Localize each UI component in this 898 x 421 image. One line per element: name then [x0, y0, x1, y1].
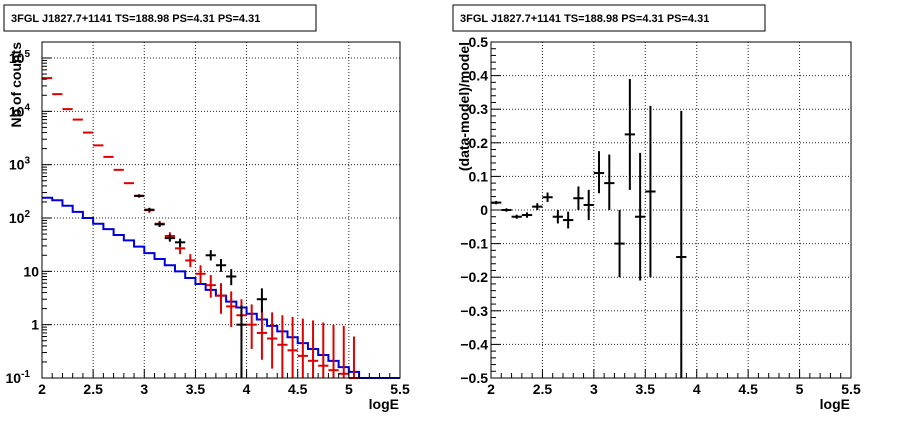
counts-chart-y-label: Nb of counts	[8, 42, 24, 128]
residuals-chart-y-tick-label: 0.4	[469, 68, 489, 84]
residuals-chart-y-tick-label: 0.5	[469, 34, 489, 50]
residuals-chart-y-tick-label: −0.5	[460, 370, 488, 386]
residual-point	[645, 105, 656, 278]
residuals-chart-y-tick-label: 0.1	[469, 168, 489, 184]
data-point	[226, 269, 237, 286]
counts-chart-y-tick-label: 102	[9, 209, 31, 226]
residuals-chart-y-tick-label: 0	[480, 202, 488, 218]
residual-point	[511, 214, 522, 219]
counts-chart-grid	[42, 42, 400, 378]
counts-chart-y-tick-label: 10-1	[6, 369, 31, 386]
counts-chart-x-tick-label: 4.5	[288, 381, 308, 397]
data-point	[205, 250, 216, 261]
residuals-chart-x-tick-label: 4.5	[738, 381, 758, 397]
residuals-chart-y-tick-label: 0.2	[469, 135, 489, 151]
model-point	[205, 275, 216, 298]
model-point	[267, 312, 278, 369]
counts-chart-y-ticks: 10-1 1 10 102 103 104 105	[6, 49, 52, 386]
model-point	[256, 308, 268, 360]
counts-chart-x-ticks: 2 2.5 3 3.5 4 4.5 5 5.5	[38, 369, 410, 397]
residuals-chart-x-label: logE	[820, 396, 850, 412]
counts-chart-y-tick-label: 105	[9, 49, 31, 66]
residuals-chart-x-tick-label: 3.5	[636, 381, 656, 397]
model-point	[185, 254, 196, 268]
data-point	[144, 207, 155, 212]
residual-point	[552, 210, 563, 224]
residual-point	[532, 203, 543, 210]
counts-chart-x-tick-label: 2	[38, 381, 46, 397]
counts-chart-x-tick-label: 5	[345, 381, 353, 397]
model-point	[318, 322, 329, 378]
counts-chart-x-tick-label: 5.5	[390, 381, 410, 397]
residuals-chart-x-tick-label: 4	[693, 381, 701, 397]
residuals-chart-y-tick-label: −0.2	[460, 269, 488, 285]
residuals-chart-y-label: (data-model)/model	[456, 42, 472, 171]
residuals-chart-x-tick-label: 3	[590, 381, 598, 397]
residuals-chart-y-tick-label: −0.3	[460, 303, 488, 319]
residual-point	[635, 152, 646, 281]
residuals-chart-x-tick-label: 5	[796, 381, 804, 397]
counts-chart-y-tick-label: 10	[23, 263, 39, 279]
counts-chart-title: 3FGL J1827.7+1141 TS=188.98 PS=4.31 PS=4…	[11, 13, 260, 25]
residuals-chart-x-tick-label: 2.5	[533, 381, 553, 397]
residual-point	[521, 212, 533, 218]
residual-point	[583, 189, 594, 221]
residual-point	[676, 110, 687, 378]
residuals-chart-x-ticks: 2 2.5 3 3.5 4 4.5 5 5.5	[487, 369, 861, 397]
counts-chart-x-label: logE	[369, 396, 399, 412]
counts-chart-y-tick-label: 104	[9, 102, 31, 119]
data-point	[236, 305, 247, 378]
counts-chart-x-tick-label: 3	[140, 381, 148, 397]
residuals-chart-y-tick-label: −0.1	[460, 236, 488, 252]
residual-point	[593, 151, 605, 194]
model-point	[338, 325, 349, 378]
model-point	[297, 318, 308, 378]
counts-chart-y-tick-label: 1	[31, 317, 39, 333]
model-point	[328, 324, 339, 378]
model-point	[226, 291, 237, 328]
counts-chart-title-box	[3, 4, 317, 32]
data-point	[164, 234, 175, 242]
residual-point	[501, 208, 512, 212]
counts-chart-series	[42, 77, 400, 379]
residual-point	[491, 200, 502, 205]
residual-point	[604, 154, 615, 210]
model-point	[277, 315, 288, 378]
residual-point	[624, 78, 635, 190]
counts-chart-panel: 3FGL J1827.7+1141 TS=188.98 PS=4.31 PS=4…	[3, 4, 410, 412]
data-point	[256, 288, 268, 313]
residual-point	[573, 186, 584, 210]
residual-point	[563, 211, 574, 229]
counts-chart-x-tick-label: 4	[243, 381, 251, 397]
residuals-chart-y-ticks: −0.5 −0.4 −0.3 −0.2 −0.1 0 0.1 0.2 0.3 0.4 0.5	[460, 34, 501, 386]
counts-chart-x-tick-label: 3.5	[186, 381, 206, 397]
data-point	[215, 259, 227, 272]
model-point	[246, 304, 257, 349]
residuals-chart-y-tick-label: −0.4	[460, 336, 488, 352]
counts-chart-frame	[41, 41, 401, 379]
residuals-chart-panel: 3FGL J1827.7+1141 TS=188.98 PS=4.31 PS=4…	[452, 4, 861, 412]
residuals-chart-title: 3FGL J1827.7+1141 TS=188.98 PS=4.31 PS=4…	[460, 13, 709, 25]
data-point	[134, 194, 145, 198]
residual-point	[614, 210, 625, 278]
model-point	[307, 320, 319, 378]
residuals-chart-grid	[491, 42, 851, 378]
counts-chart-x-tick-label: 2.5	[83, 381, 103, 397]
data-point	[174, 238, 186, 247]
residuals-chart-x-tick-label: 2	[487, 381, 495, 397]
counts-chart-y-tick-label: 103	[9, 156, 31, 173]
residuals-chart-x-tick-label: 5.5	[841, 381, 861, 397]
residuals-chart-title-box	[452, 4, 766, 32]
model-point	[287, 316, 298, 378]
model-step-line	[42, 196, 400, 379]
residuals-chart-series	[491, 78, 687, 378]
model-point	[215, 283, 227, 314]
residual-point	[542, 192, 553, 202]
residuals-chart-y-tick-label: 0.3	[469, 101, 489, 117]
model-point	[195, 265, 206, 284]
data-point	[154, 221, 165, 227]
